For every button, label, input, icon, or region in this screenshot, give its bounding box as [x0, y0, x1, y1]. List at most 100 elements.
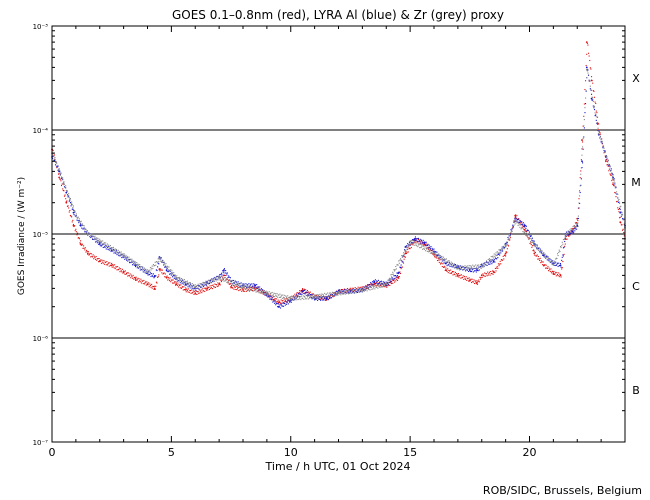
- series-dot: [445, 258, 448, 260]
- series-dot: [254, 288, 257, 290]
- data-point: [581, 160, 583, 163]
- series-dot: [429, 248, 431, 250]
- series-dot: [278, 294, 280, 296]
- series-dot: [402, 254, 404, 257]
- series-dot: [102, 262, 104, 264]
- series-dot: [466, 277, 468, 279]
- series-dot: [351, 289, 353, 291]
- series-dot: [311, 298, 313, 300]
- series-dot: [532, 240, 534, 242]
- series-dot: [201, 284, 203, 287]
- data-point: [542, 264, 545, 267]
- series-dot: [155, 264, 157, 266]
- series-dot: [374, 281, 376, 283]
- series-dot: [216, 278, 218, 281]
- series-dot: [394, 275, 396, 277]
- series-dot: [245, 287, 248, 289]
- series-dot: [133, 260, 135, 262]
- series-dot: [424, 244, 426, 246]
- series-dot: [533, 250, 535, 252]
- series-dot: [515, 216, 517, 218]
- series-dot: [133, 263, 135, 266]
- series-dot: [251, 288, 253, 290]
- series-dot: [191, 285, 193, 287]
- series-dot: [281, 297, 283, 299]
- series-dot: [623, 218, 625, 220]
- series-dot: [97, 261, 100, 263]
- series-dot: [179, 278, 181, 280]
- series-dot: [483, 275, 485, 277]
- series-dot: [530, 240, 532, 243]
- series-dot: [232, 279, 234, 281]
- series-dot: [311, 293, 313, 295]
- series-dot: [142, 280, 144, 282]
- series-dot: [221, 279, 223, 281]
- series-dot: [193, 285, 195, 287]
- series-dot: [237, 284, 239, 286]
- class-boundary-lines: [52, 129, 625, 339]
- series-dot: [127, 259, 129, 261]
- series-dot: [231, 286, 233, 289]
- series-dot: [93, 255, 95, 257]
- series-dot: [219, 282, 221, 284]
- series-dot: [476, 268, 478, 270]
- series-dot: [328, 297, 331, 300]
- data-point: [571, 230, 574, 233]
- series-dot: [143, 267, 146, 269]
- series-dot: [602, 146, 604, 148]
- series-dot: [443, 262, 445, 264]
- series-dot: [317, 297, 319, 299]
- series-dot: [374, 288, 376, 290]
- series-dot: [56, 162, 58, 164]
- series-dot: [192, 291, 194, 293]
- series-dot: [366, 286, 368, 288]
- series-dot: [257, 290, 260, 292]
- series-dot: [86, 250, 88, 252]
- series-dot: [309, 297, 311, 299]
- series-dot: [618, 198, 620, 201]
- series-dot: [463, 269, 465, 271]
- series-dot: [166, 265, 168, 267]
- series-dot: [197, 287, 199, 289]
- series-dot: [133, 264, 135, 266]
- series-dot: [287, 298, 289, 300]
- series-dot: [545, 267, 547, 269]
- series-dot: [126, 272, 128, 274]
- series-dot: [485, 273, 487, 275]
- series-dot: [554, 262, 556, 264]
- series-dot: [137, 263, 139, 265]
- series-dot: [444, 265, 446, 267]
- series-dot: [148, 270, 150, 272]
- series-dot: [354, 287, 356, 289]
- series-dot: [200, 289, 202, 291]
- series-dot: [612, 174, 614, 176]
- series-dot: [62, 183, 64, 185]
- series-dot: [588, 79, 590, 81]
- series-dot: [214, 278, 217, 280]
- series-dot: [368, 284, 370, 286]
- flare-class-label: X: [632, 72, 640, 85]
- series-dot: [301, 291, 303, 294]
- series-dot: [281, 305, 283, 307]
- series-dot: [275, 294, 277, 296]
- series-dot: [62, 188, 64, 190]
- series-dot: [515, 217, 517, 219]
- x-tick-label: 20: [523, 446, 537, 459]
- series-dot: [461, 277, 463, 279]
- series-dot: [616, 191, 618, 193]
- series-dot: [298, 293, 300, 295]
- series-dot: [368, 288, 370, 291]
- series-dot: [54, 156, 56, 159]
- series-dot: [145, 270, 147, 272]
- series-dot: [568, 232, 570, 234]
- series-dot: [281, 302, 283, 304]
- series-dot: [402, 256, 404, 258]
- data-point: [175, 276, 178, 279]
- series-dot: [166, 267, 168, 269]
- series-dot: [545, 257, 547, 259]
- series-dot: [148, 271, 150, 273]
- series-dot: [495, 252, 497, 254]
- series-dot: [266, 295, 268, 297]
- series-dot: [257, 286, 260, 288]
- series-dot: [244, 290, 246, 292]
